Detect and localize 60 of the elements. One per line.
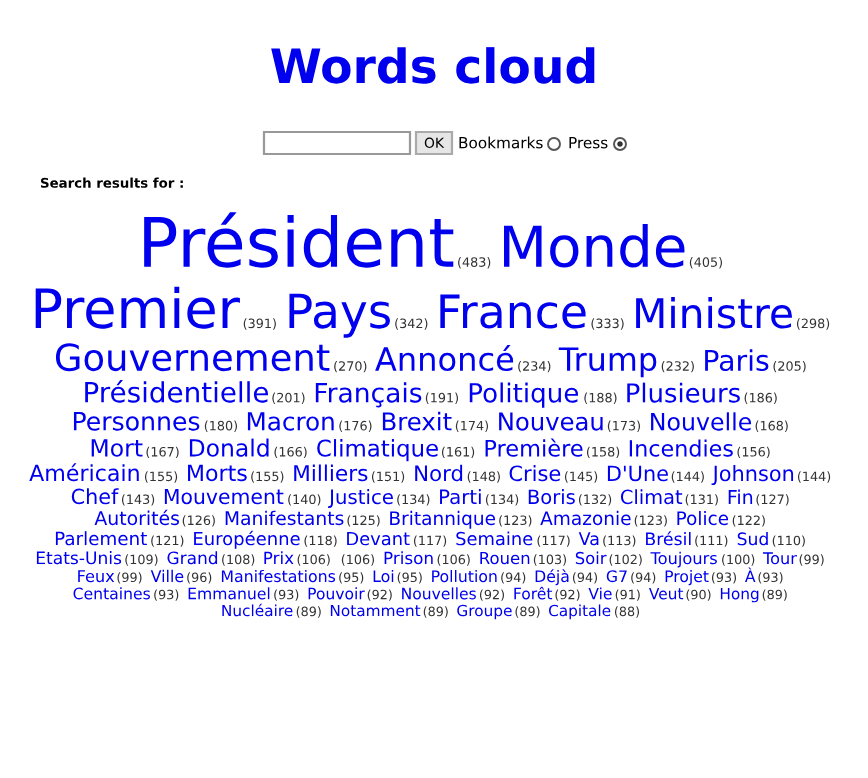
category-label: Tour [762, 552, 797, 565]
category-label: Semaine [456, 531, 533, 546]
category-label: Plusieurs [627, 382, 740, 403]
category-label: Feux [78, 570, 115, 583]
category-label: Toujours [650, 551, 717, 568]
category-label: Soir [575, 551, 607, 565]
category-label: Milliers [294, 464, 368, 482]
category-label: Police [677, 510, 729, 526]
category-label: Britannique [390, 510, 496, 529]
category-label: Français [315, 382, 422, 408]
category-label: Prison [384, 551, 433, 565]
category-label: Devant [347, 532, 410, 546]
category-label: Boris [528, 489, 575, 505]
category-label: Ministre [636, 296, 792, 329]
category-label: Annoncé [375, 344, 514, 372]
category-label: Manifestants [225, 510, 344, 526]
category-label: Première [485, 438, 583, 457]
category-label: Présidentielle [85, 380, 269, 403]
category-label: Sud [737, 532, 768, 546]
category-label: Chef [71, 488, 119, 505]
category-label: Brésil [646, 531, 691, 546]
category-label: Rouen [480, 552, 530, 565]
category-label: France [440, 294, 586, 329]
category-label: Pays [289, 293, 390, 338]
category-label: Européenne [194, 530, 300, 549]
category-label: Crise [509, 465, 561, 482]
category-label: Grand [167, 551, 218, 565]
category-label: Justice [328, 488, 393, 508]
category-label: Macron [247, 412, 334, 431]
category-label: Autorités [94, 509, 180, 526]
category-label: Climatique [317, 439, 438, 462]
category-label: Personnes [73, 411, 200, 431]
category-label: Va [578, 532, 599, 546]
category-label: Donald [189, 438, 269, 457]
category-label: Johnson [711, 465, 794, 486]
category-label: Fin [728, 489, 753, 504]
category-label: Mouvement [164, 489, 284, 505]
category-label: Parti [440, 488, 481, 505]
category-label: Morts [188, 464, 247, 482]
category-label: Politique [469, 382, 578, 408]
category-label: Nouveau [499, 412, 603, 431]
category-label: Trump [558, 347, 657, 378]
category-label: Paris [705, 349, 769, 372]
category-label: Gouvernement [55, 343, 330, 372]
category-label: Américain [29, 463, 139, 482]
category-label: Nord [415, 464, 463, 482]
category-label: Nouvelle [651, 412, 752, 431]
category-label: Président [144, 212, 454, 268]
text: Words cloud [271, 47, 595, 84]
category-label: Amazonie [540, 510, 631, 526]
category-label: D'Une [607, 465, 668, 482]
category-label: Parlement [55, 531, 147, 546]
category-label: Climat [620, 489, 683, 505]
category-label: Monde [504, 223, 685, 268]
category-label: Prix [264, 551, 294, 565]
category-label: Brexit [382, 411, 452, 431]
category-label: Incendies [629, 439, 733, 457]
category-label: Premier [35, 286, 240, 329]
category-label: Mort [91, 439, 143, 457]
category-label: Etats-Unis [36, 551, 122, 565]
